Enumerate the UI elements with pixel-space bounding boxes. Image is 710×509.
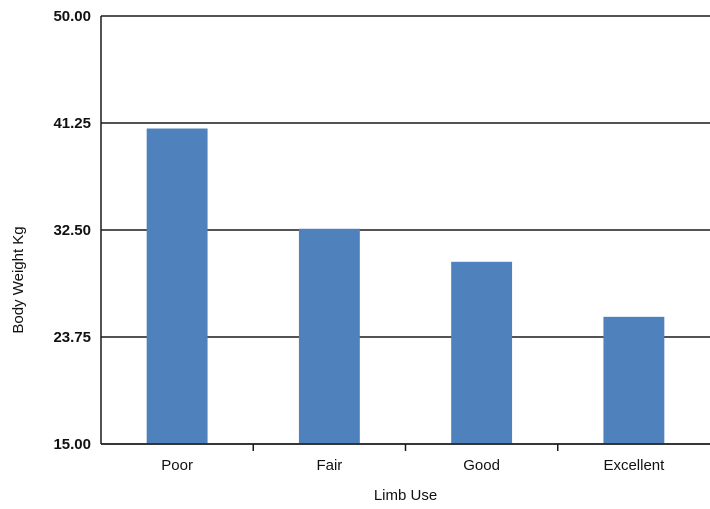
- bar-excellent: [603, 316, 665, 444]
- bars: [146, 128, 665, 444]
- x-tick-label: Poor: [161, 457, 193, 474]
- y-tick-label: 15.00: [53, 436, 91, 453]
- x-category-labels: Poor Fair Good Excellent: [161, 457, 665, 474]
- bar-good: [451, 261, 513, 444]
- x-tick-label: Excellent: [603, 457, 665, 474]
- y-tick-label: 23.75: [53, 329, 91, 346]
- y-tick-labels: 15.00 23.75 32.50 41.25 50.00: [53, 8, 91, 453]
- y-tick-label: 41.25: [53, 115, 91, 132]
- x-tick-label: Good: [463, 457, 500, 474]
- y-tick-label: 50.00: [53, 8, 91, 25]
- y-axis-title: Body Weight Kg: [10, 226, 27, 333]
- bar-fair: [298, 228, 360, 444]
- x-tick-marks: [252, 444, 559, 451]
- y-tick-label: 32.50: [53, 222, 91, 239]
- x-axis-title: Limb Use: [374, 487, 437, 504]
- x-tick-label: Fair: [316, 457, 342, 474]
- bar-poor: [146, 128, 208, 444]
